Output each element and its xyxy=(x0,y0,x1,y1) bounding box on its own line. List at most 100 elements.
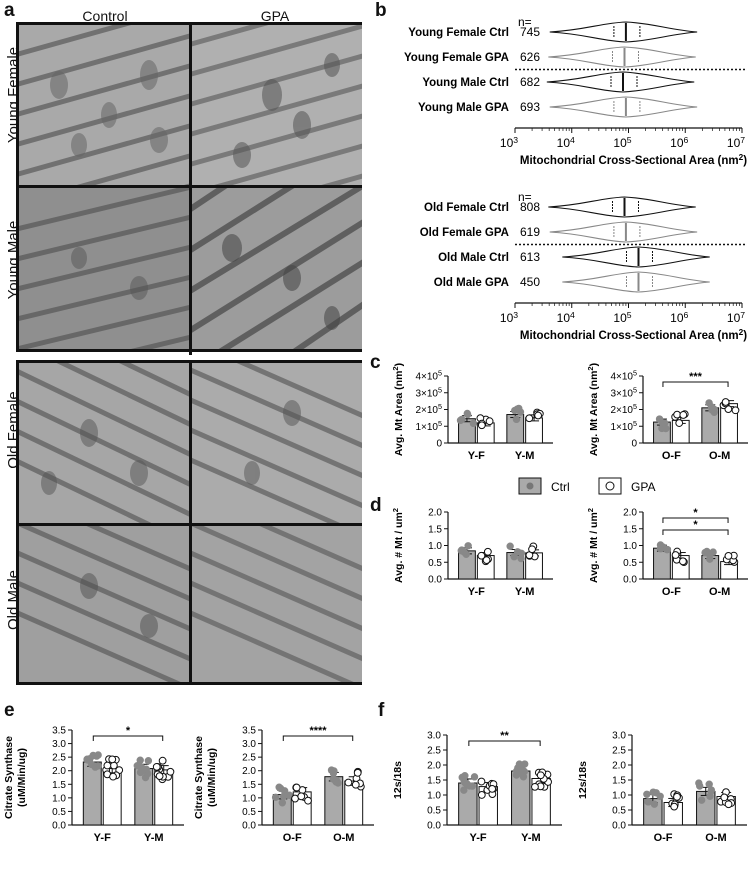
y-tick-label: 0.0 xyxy=(623,575,637,586)
x-category-label: O-F xyxy=(654,832,673,844)
data-point xyxy=(515,760,524,768)
x-tick-label: 105 xyxy=(613,135,631,150)
y-tick-label: 2.0 xyxy=(428,508,442,519)
data-point xyxy=(108,755,117,764)
y-tick-label: 4×105 xyxy=(610,369,637,383)
violin-shape xyxy=(549,96,698,118)
y-tick-label: 1.0 xyxy=(623,541,637,552)
data-point xyxy=(519,773,528,781)
x-category-label: Y-M xyxy=(515,450,535,462)
violin-n-value: 682 xyxy=(520,75,540,89)
significance-label: ** xyxy=(500,730,509,742)
y-tick-label: 0.5 xyxy=(427,806,441,817)
y-tick-label: 1.5 xyxy=(623,524,637,535)
y-tick-label: 2.0 xyxy=(623,508,637,519)
data-point xyxy=(477,421,486,430)
x-category-label: Y-M xyxy=(515,586,535,598)
significance-label: * xyxy=(126,725,131,737)
data-point xyxy=(103,761,112,770)
data-point xyxy=(510,553,518,561)
violin-row-label: Old Female Ctrl xyxy=(424,202,509,214)
y-tick-label: 2.5 xyxy=(242,753,256,764)
data-point xyxy=(137,767,146,775)
panel-label-a: a xyxy=(4,0,15,21)
x-category-label: O-F xyxy=(283,832,302,844)
data-point xyxy=(670,802,679,811)
y-tick-label: 1.0 xyxy=(427,791,441,802)
data-point xyxy=(644,798,653,806)
violin-n-value: 613 xyxy=(520,250,540,264)
y-axis-label: Citrate Synthase(uM/Min/ug) xyxy=(3,736,28,819)
data-point xyxy=(705,780,713,788)
violin-n-value: 450 xyxy=(520,275,540,289)
column-title-control: Control xyxy=(82,8,128,24)
violin-row-label: Old Female GPA xyxy=(420,227,509,239)
em-image-old-female-gpa xyxy=(150,320,404,556)
em-image-old-male-control xyxy=(0,482,231,709)
data-point xyxy=(458,773,466,782)
em-image-young-female-gpa xyxy=(151,0,403,238)
data-point xyxy=(488,784,497,793)
x-category-label: O-M xyxy=(709,450,730,462)
data-point xyxy=(292,783,301,792)
y-tick-label: 0.0 xyxy=(428,575,442,586)
y-tick-label: 4×105 xyxy=(415,369,442,383)
data-point xyxy=(155,772,164,781)
y-axis-label: 12s/18s xyxy=(577,761,589,799)
x-category-label: Y-F xyxy=(468,586,485,598)
n-label: n= xyxy=(518,190,532,204)
data-point xyxy=(83,755,91,763)
y-tick-label: 1.5 xyxy=(427,776,441,787)
data-point xyxy=(663,545,671,554)
violin-shape xyxy=(546,71,695,93)
violin-shape xyxy=(562,271,710,293)
x-category-label: Y-M xyxy=(144,832,164,844)
chart-c-young: 0 1×105 2×105 3×105 4×105 Avg. Mt Area (nm2) Y… xyxy=(391,363,553,462)
y-axis-label: Avg. Mt Area (nm2) xyxy=(586,363,600,456)
y-tick-label: 0.5 xyxy=(612,806,626,817)
data-point xyxy=(695,779,703,787)
data-point xyxy=(709,548,717,556)
data-point xyxy=(304,796,312,805)
y-tick-label: 3.0 xyxy=(242,739,256,750)
violin-n-value: 693 xyxy=(520,100,540,114)
chart-e-old: 0.0 0.5 1.0 1.5 2.0 2.5 3.0 3.5 Citrate Synthase… xyxy=(193,725,374,844)
data-point xyxy=(477,791,486,799)
y-axis-label: Avg. # Mt / um2 xyxy=(586,508,600,583)
data-point xyxy=(534,411,543,420)
x-axis-label: Mitochondrial Cross-Sectional Area (nm2) xyxy=(520,153,747,167)
data-point xyxy=(351,780,360,789)
violin-shape xyxy=(562,246,710,268)
data-point xyxy=(271,793,280,802)
data-point xyxy=(525,414,534,423)
data-point xyxy=(513,548,522,556)
legend-ctrl-label: Ctrl xyxy=(551,480,570,494)
chart-b-old: n= Old Female Ctrl 808 Old Female GPA 619 Old… xyxy=(420,190,748,342)
data-point xyxy=(485,417,494,426)
panel-label-d: d xyxy=(370,495,382,516)
chart-f-young: 0.0 0.5 1.0 1.5 2.0 2.5 3.0 12s/18s Y-F Y-M ** xyxy=(392,730,562,844)
data-point xyxy=(158,756,167,765)
data-point xyxy=(463,410,472,419)
data-point xyxy=(470,773,479,781)
data-point xyxy=(536,771,545,780)
y-tick-label: 2.5 xyxy=(427,746,441,757)
em-group-young xyxy=(0,0,404,411)
data-point xyxy=(166,767,175,776)
x-axis-label: Mitochondrial Cross-Sectional Area (nm2) xyxy=(520,328,747,342)
x-tick-label: 107 xyxy=(727,310,745,325)
data-point xyxy=(109,772,117,781)
violin-n-value: 619 xyxy=(520,225,540,239)
violin-n-value: 745 xyxy=(520,25,540,39)
violin-row-label: Young Female GPA xyxy=(404,52,509,64)
significance-label: *** xyxy=(689,371,703,383)
y-tick-label: 0.5 xyxy=(242,807,256,818)
significance-label: **** xyxy=(309,725,327,737)
data-point xyxy=(477,777,486,786)
y-tick-label: 2×105 xyxy=(610,402,637,416)
data-point xyxy=(531,782,539,791)
x-category-label: O-M xyxy=(709,586,730,598)
x-tick-label: 106 xyxy=(670,310,688,325)
data-point xyxy=(643,790,651,798)
violin-n-value: 626 xyxy=(520,50,540,64)
